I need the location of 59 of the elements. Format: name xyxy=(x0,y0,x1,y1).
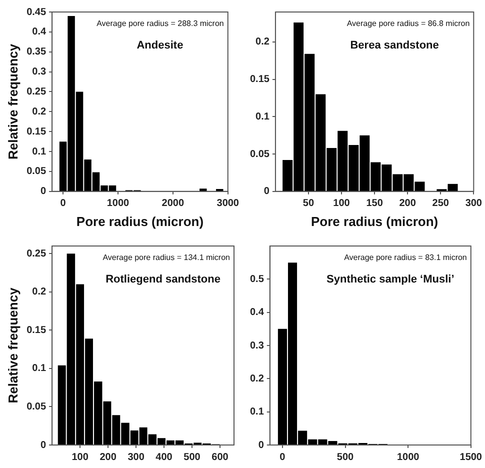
y-tick-label: 0.15 xyxy=(26,126,46,138)
y-tick-label: 0.2 xyxy=(32,286,46,298)
y-tick-label: 0.25 xyxy=(26,248,46,260)
x-tick-label: 1000 xyxy=(106,198,130,210)
x-tick-label: 300 xyxy=(465,198,482,210)
x-tick-label: 200 xyxy=(399,198,416,210)
y-tick-label: 0.1 xyxy=(256,111,270,122)
y-axis-title: Relative frequency xyxy=(5,43,20,160)
y-tick-label: 0.05 xyxy=(250,148,270,160)
y-tick-label: 0.15 xyxy=(26,324,46,336)
x-tick-label: 2000 xyxy=(162,198,184,210)
annotation: Average pore radius = 134.1 micron xyxy=(102,253,230,262)
y-tick-label: 0 xyxy=(264,186,270,198)
y-tick-label: 0.1 xyxy=(32,363,46,374)
y-axis-title: Relative frequency xyxy=(5,286,20,404)
x-tick-label: 0 xyxy=(280,452,286,463)
y-tick-label: 0.05 xyxy=(26,401,46,412)
y-tick-label: 0 xyxy=(258,440,264,451)
y-tick-label: 0.45 xyxy=(26,6,46,18)
y-tick-label: 0.05 xyxy=(26,166,46,178)
x-tick-label: 500 xyxy=(184,452,201,463)
y-tick-label: 0.3 xyxy=(32,66,46,78)
x-tick-label: 100 xyxy=(333,198,350,210)
x-tick-label: 1000 xyxy=(396,452,420,463)
annotation: Average pore radius = 83.1 micron xyxy=(344,253,467,262)
y-tick-label: 0.15 xyxy=(250,74,270,86)
x-tick-label: 200 xyxy=(100,452,117,463)
x-tick-label: 50 xyxy=(302,198,314,210)
y-tick-label: 0.3 xyxy=(250,340,264,352)
y-tick-label: 0 xyxy=(40,440,46,451)
y-tick-label: 0.25 xyxy=(26,86,46,98)
x-tick-label: 500 xyxy=(336,452,354,463)
x-tick-label: 150 xyxy=(366,198,384,210)
x-tick-label: 600 xyxy=(212,452,229,463)
y-tick-label: 0.2 xyxy=(256,36,270,48)
x-tick-label: 0 xyxy=(60,198,66,210)
x-axis-title: Pore radius (micron) xyxy=(310,214,438,229)
y-tick-label: 0.1 xyxy=(250,406,264,418)
annotation: Synthetic sample ‘Musli’ xyxy=(326,274,454,286)
y-tick-label: 0.2 xyxy=(250,373,264,384)
x-axis-title: Pore radius (micron) xyxy=(76,214,204,229)
annotation: Andesite xyxy=(136,40,184,52)
y-tick-label: 0.2 xyxy=(32,106,46,118)
annotation: Berea sandstone xyxy=(350,40,439,52)
x-tick-label: 400 xyxy=(156,452,173,463)
x-tick-label: 3000 xyxy=(216,198,240,210)
y-tick-label: 0.35 xyxy=(26,46,46,58)
y-tick-label: 0.4 xyxy=(250,307,264,318)
y-tick-label: 0.1 xyxy=(32,146,46,158)
y-tick-label: 0 xyxy=(40,186,46,198)
annotation: Rotliegend sandstone xyxy=(106,274,220,286)
x-tick-label: 300 xyxy=(128,452,145,463)
x-tick-label: 250 xyxy=(432,198,450,210)
y-tick-label: 0.5 xyxy=(250,274,264,285)
x-tick-label: 1500 xyxy=(460,452,482,463)
annotation: Average pore radius = 86.8 micron xyxy=(346,19,470,28)
x-tick-label: 100 xyxy=(72,452,89,463)
annotation: Average pore radius = 288.3 micron xyxy=(96,19,224,28)
y-tick-label: 0.4 xyxy=(32,26,46,38)
